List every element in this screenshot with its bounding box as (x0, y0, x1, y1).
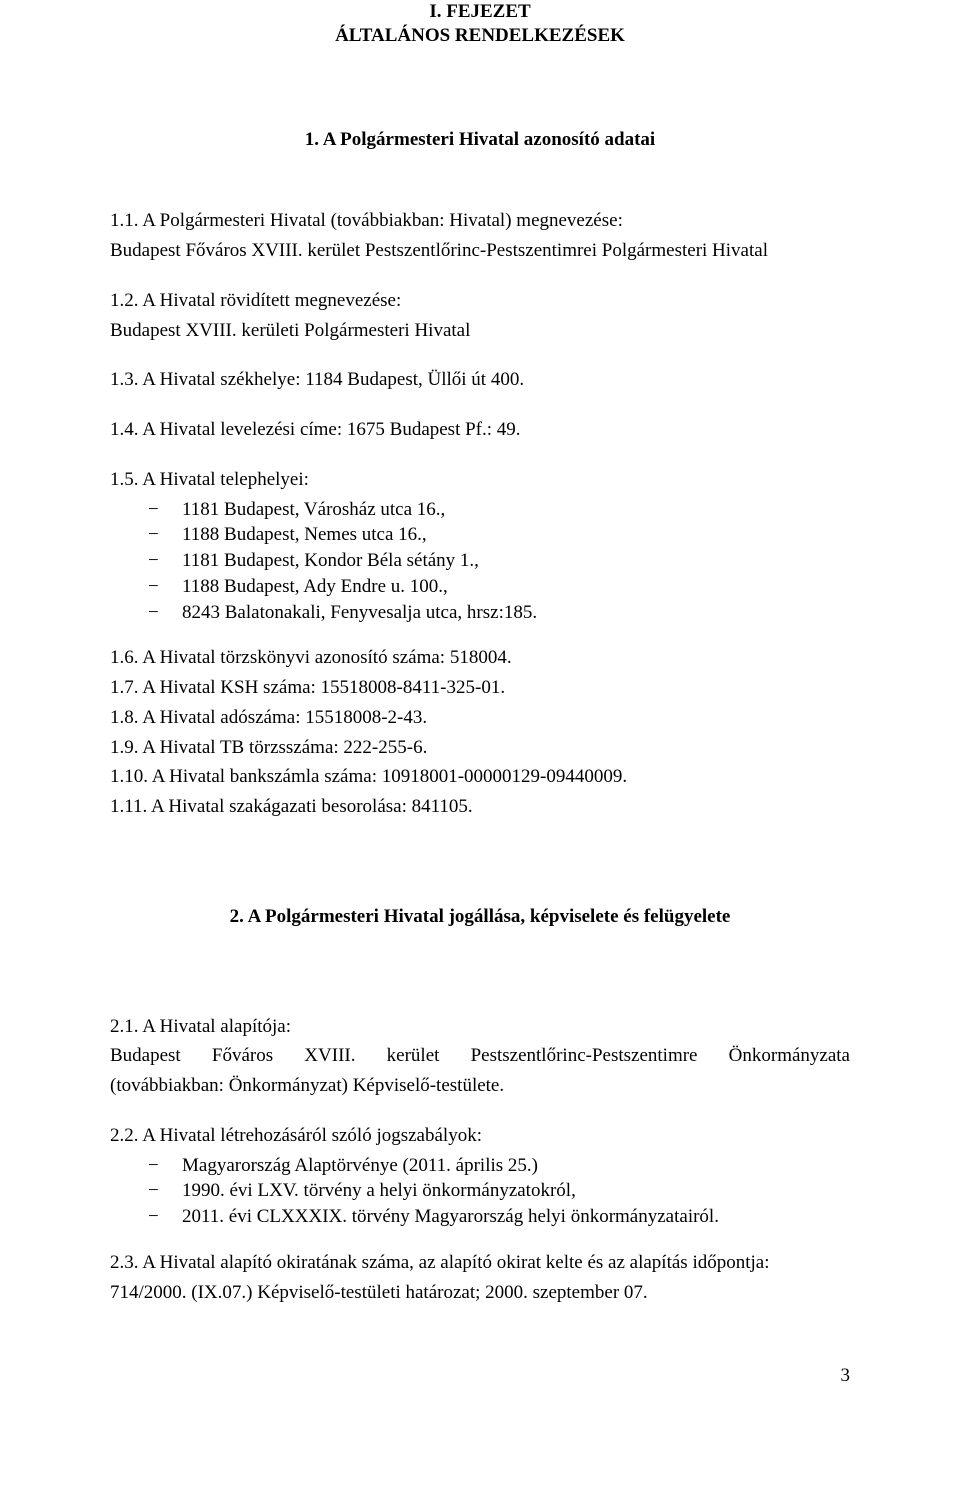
dash-icon: − (110, 498, 182, 522)
dash-icon: − (110, 575, 182, 599)
p1-1-b: Budapest Főváros XVIII. kerület Pestszen… (110, 239, 850, 263)
p2-2: 2.2. A Hivatal létrehozásáról szóló jogs… (110, 1124, 850, 1148)
p1-10: 1.10. A Hivatal bankszámla száma: 109180… (110, 765, 850, 789)
word: Önkormányzata (729, 1045, 850, 1066)
law-item: − Magyarország Alaptörvénye (2011. ápril… (110, 1154, 850, 1178)
site-text: 1188 Budapest, Ady Endre u. 100., (182, 575, 850, 599)
law-text: 1990. évi LXV. törvény a helyi önkormány… (182, 1179, 850, 1203)
p2-1-b: Budapest Főváros XVIII. kerület Pestszen… (110, 1044, 850, 1068)
p1-2-b: Budapest XVIII. kerületi Polgármesteri H… (110, 319, 850, 343)
site-text: 1188 Budapest, Nemes utca 16., (182, 523, 850, 547)
law-text: 2011. évi CLXXXIX. törvény Magyarország … (182, 1205, 850, 1229)
chapter-title-line2: ÁLTALÁNOS RENDELKEZÉSEK (110, 24, 850, 48)
chapter-title-line1: I. FEJEZET (110, 0, 850, 24)
law-text: Magyarország Alaptörvénye (2011. április… (182, 1154, 850, 1178)
word: kerület (387, 1045, 440, 1066)
p1-6: 1.6. A Hivatal törzskönyvi azonosító szá… (110, 646, 850, 670)
section2-title: 2. A Polgármesteri Hivatal jogállása, ké… (110, 905, 850, 929)
p1-11: 1.11. A Hivatal szakágazati besorolása: … (110, 795, 850, 819)
p1-2-a: 1.2. A Hivatal rövidített megnevezése: (110, 289, 850, 313)
dash-icon: − (110, 1154, 182, 1178)
law-item: − 1990. évi LXV. törvény a helyi önkormá… (110, 1179, 850, 1203)
site-item: − 1181 Budapest, Városház utca 16., (110, 498, 850, 522)
page-number: 3 (110, 1364, 850, 1388)
site-text: 1181 Budapest, Kondor Béla sétány 1., (182, 549, 850, 573)
p1-3: 1.3. A Hivatal székhelye: 1184 Budapest,… (110, 368, 850, 392)
document-page: I. FEJEZET ÁLTALÁNOS RENDELKEZÉSEK 1. A … (0, 0, 960, 1428)
law-item: − 2011. évi CLXXXIX. törvény Magyarorszá… (110, 1205, 850, 1229)
p1-1-a: 1.1. A Polgármesteri Hivatal (továbbiakb… (110, 209, 850, 233)
word: XVIII. (304, 1045, 355, 1066)
p1-4: 1.4. A Hivatal levelezési címe: 1675 Bud… (110, 418, 850, 442)
p2-1-c: (továbbiakban: Önkormányzat) Képviselő-t… (110, 1074, 850, 1098)
dash-icon: − (110, 549, 182, 573)
p2-3-a: 2.3. A Hivatal alapító okiratának száma,… (110, 1251, 850, 1275)
word: Pestszentlőrinc-Pestszentimre (471, 1045, 698, 1066)
site-item: − 1181 Budapest, Kondor Béla sétány 1., (110, 549, 850, 573)
site-item: − 1188 Budapest, Nemes utca 16., (110, 523, 850, 547)
site-text: 1181 Budapest, Városház utca 16., (182, 498, 850, 522)
site-text: 8243 Balatonakali, Fenyvesalja utca, hrs… (182, 601, 850, 625)
p1-8: 1.8. A Hivatal adószáma: 15518008-2-43. (110, 706, 850, 730)
p1-5: 1.5. A Hivatal telephelyei: (110, 468, 850, 492)
dash-icon: − (110, 601, 182, 625)
dash-icon: − (110, 1179, 182, 1203)
section1-title: 1. A Polgármesteri Hivatal azonosító ada… (110, 128, 850, 152)
p1-7: 1.7. A Hivatal KSH száma: 15518008-8411-… (110, 676, 850, 700)
p2-3-b: 714/2000. (IX.07.) Képviselő-testületi h… (110, 1281, 850, 1305)
site-item: − 8243 Balatonakali, Fenyvesalja utca, h… (110, 601, 850, 625)
p1-9: 1.9. A Hivatal TB törzsszáma: 222-255-6. (110, 736, 850, 760)
dash-icon: − (110, 523, 182, 547)
word: Budapest (110, 1045, 181, 1066)
site-item: − 1188 Budapest, Ady Endre u. 100., (110, 575, 850, 599)
dash-icon: − (110, 1205, 182, 1229)
word: Főváros (212, 1045, 273, 1066)
p2-1-a: 2.1. A Hivatal alapítója: (110, 1015, 850, 1039)
